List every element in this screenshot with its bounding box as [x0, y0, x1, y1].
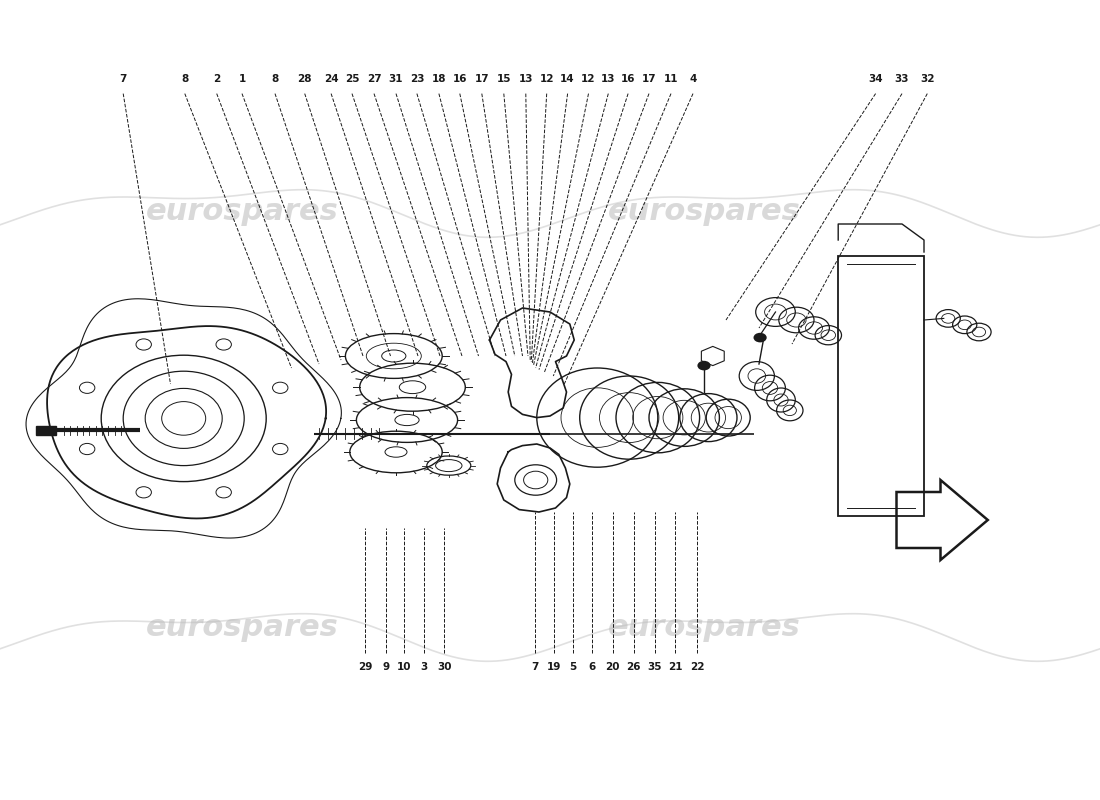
- Text: 12: 12: [539, 74, 554, 84]
- Text: 29: 29: [358, 662, 373, 672]
- Text: 17: 17: [474, 74, 490, 84]
- Text: eurospares: eurospares: [607, 198, 801, 226]
- Text: 23: 23: [409, 74, 425, 84]
- Circle shape: [697, 361, 711, 370]
- Text: 16: 16: [452, 74, 468, 84]
- Text: 18: 18: [431, 74, 447, 84]
- Bar: [36, 426, 56, 435]
- Text: eurospares: eurospares: [607, 614, 801, 642]
- Text: 13: 13: [601, 74, 616, 84]
- Text: 13: 13: [518, 74, 534, 84]
- Text: 12: 12: [581, 74, 596, 84]
- Text: 31: 31: [388, 74, 404, 84]
- Text: eurospares: eurospares: [145, 198, 339, 226]
- Text: 35: 35: [647, 662, 662, 672]
- Text: 3: 3: [420, 662, 427, 672]
- Text: 34: 34: [868, 74, 883, 84]
- Text: 8: 8: [272, 74, 278, 84]
- Text: 33: 33: [894, 74, 910, 84]
- Text: 14: 14: [560, 74, 575, 84]
- Text: 4: 4: [690, 74, 696, 84]
- Text: 24: 24: [323, 74, 339, 84]
- Text: eurospares: eurospares: [145, 614, 339, 642]
- Text: 20: 20: [605, 662, 620, 672]
- Text: 1: 1: [239, 74, 245, 84]
- Text: 19: 19: [547, 662, 562, 672]
- Text: 7: 7: [120, 74, 127, 84]
- Text: 15: 15: [496, 74, 512, 84]
- Text: 8: 8: [182, 74, 188, 84]
- Bar: [838, 256, 924, 516]
- Text: 6: 6: [588, 662, 595, 672]
- Text: 28: 28: [297, 74, 312, 84]
- Text: 21: 21: [668, 662, 683, 672]
- Text: 32: 32: [920, 74, 935, 84]
- Text: 11: 11: [663, 74, 679, 84]
- Circle shape: [754, 333, 767, 342]
- Text: 16: 16: [620, 74, 636, 84]
- Text: 17: 17: [641, 74, 657, 84]
- Text: 5: 5: [570, 662, 576, 672]
- Text: 9: 9: [383, 662, 389, 672]
- Text: 26: 26: [626, 662, 641, 672]
- Text: 27: 27: [366, 74, 382, 84]
- Text: 30: 30: [437, 662, 452, 672]
- Text: 2: 2: [213, 74, 220, 84]
- Text: 10: 10: [396, 662, 411, 672]
- Text: 7: 7: [531, 662, 538, 672]
- Text: 22: 22: [690, 662, 705, 672]
- Text: 25: 25: [344, 74, 360, 84]
